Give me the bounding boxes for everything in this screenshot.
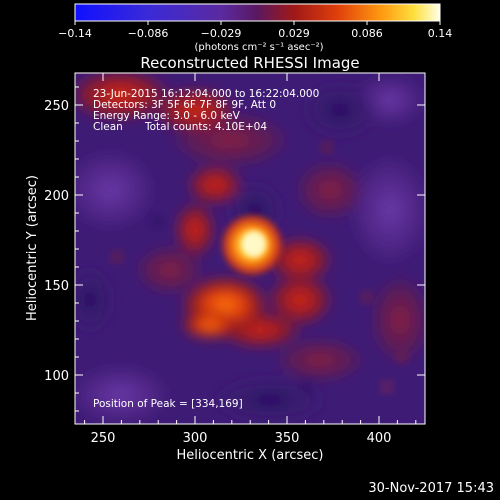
peak-position-label: Position of Peak = [334,169] <box>93 398 243 410</box>
colorbar: −0.14 −0.086 −0.029 0.029 0.086 0.14 (ph… <box>58 3 453 53</box>
plot-timestamp: 30-Nov-2017 15:43 <box>368 481 494 496</box>
colorbar-tick-label: −0.029 <box>201 27 242 40</box>
plot-title: Reconstructed RHESSI Image <box>140 54 359 72</box>
info-time-range: 23-Jun-2015 16:12:04.000 to 16:22:04.000 <box>93 88 319 100</box>
info-total-counts: Total counts: 4.10E+04 <box>144 121 267 133</box>
colorbar-frame <box>74 3 441 22</box>
info-method: Clean <box>93 121 123 133</box>
colorbar-units: (photons cm⁻² s⁻¹ asec⁻²) <box>194 42 323 53</box>
axis-ticks <box>75 73 425 424</box>
x-tick-label: 300 <box>183 431 208 446</box>
x-tick-label: 400 <box>367 431 392 446</box>
y-tick-label: 200 <box>44 189 69 204</box>
info-block: 23-Jun-2015 16:12:04.000 to 16:22:04.000… <box>93 88 319 133</box>
y-tick-label: 250 <box>44 99 69 114</box>
x-axis-title: Heliocentric X (arcsec) <box>177 448 324 463</box>
info-detectors: Detectors: 3F 5F 6F 7F 8F 9F, Att 0 <box>93 99 276 111</box>
y-axis-title: Heliocentric Y (arcsec) <box>25 175 40 321</box>
x-tick-label: 350 <box>275 431 300 446</box>
x-tick-label: 250 <box>91 431 116 446</box>
colorbar-tick-label: −0.086 <box>128 27 169 40</box>
colorbar-tick-label: 0.086 <box>351 27 383 40</box>
info-energy: Energy Range: 3.0 - 6.0 keV <box>93 110 241 122</box>
colorbar-tick-label: 0.14 <box>428 27 453 40</box>
rhessi-image <box>75 73 425 424</box>
colorbar-tick-label: −0.14 <box>58 27 92 40</box>
colorbar-gradient <box>75 4 440 21</box>
y-tick-label: 100 <box>44 369 69 384</box>
colorbar-tick-marks <box>74 21 441 25</box>
y-tick-label: 150 <box>44 279 69 294</box>
colorbar-tick-label: 0.029 <box>278 27 310 40</box>
